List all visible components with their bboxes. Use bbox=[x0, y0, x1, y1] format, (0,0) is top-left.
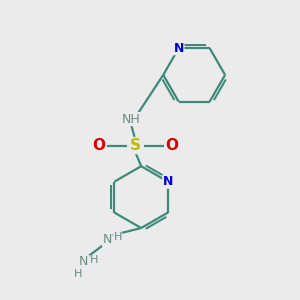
Text: O: O bbox=[92, 138, 105, 153]
Text: N: N bbox=[103, 233, 112, 246]
Text: S: S bbox=[130, 138, 141, 153]
Text: N: N bbox=[163, 175, 173, 188]
Text: N: N bbox=[173, 42, 184, 55]
Text: H: H bbox=[90, 255, 98, 266]
Text: H: H bbox=[74, 269, 83, 279]
Text: H: H bbox=[113, 232, 122, 242]
Text: O: O bbox=[166, 138, 178, 153]
Text: NH: NH bbox=[122, 112, 140, 126]
Text: N: N bbox=[79, 255, 88, 268]
